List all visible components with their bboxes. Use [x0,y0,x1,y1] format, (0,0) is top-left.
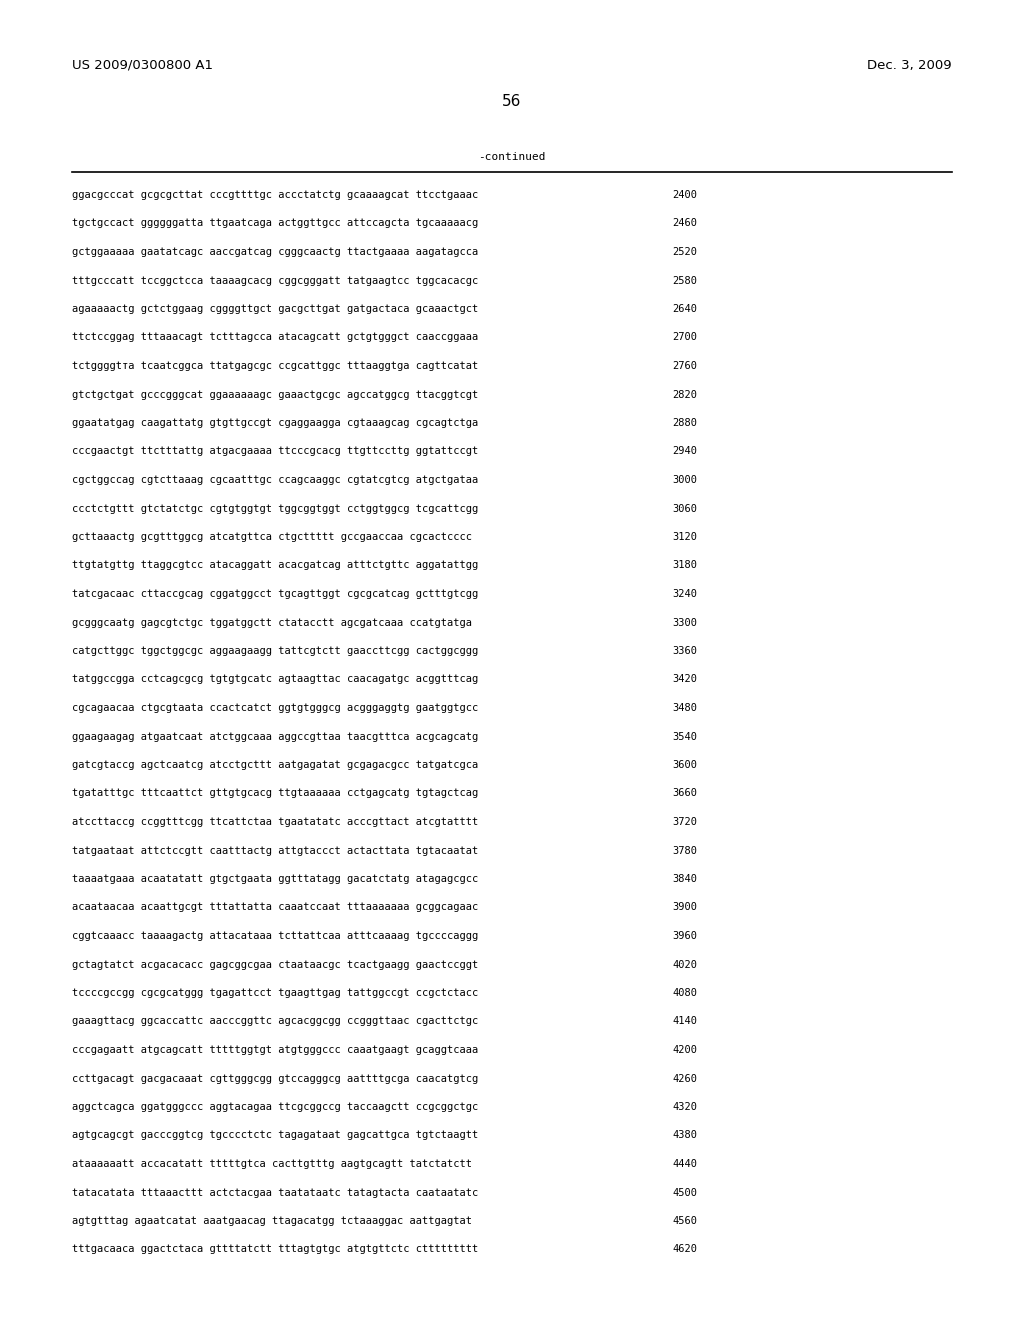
Text: tatacatata tttaaacttt actctacgaa taatataatc tatagtacta caataatatc: tatacatata tttaaacttt actctacgaa taatata… [72,1188,478,1197]
Text: 2400: 2400 [672,190,697,201]
Text: gctagtatct acgacacacc gagcggcgaa ctaataacgc tcactgaagg gaactccggt: gctagtatct acgacacacc gagcggcgaa ctaataa… [72,960,478,969]
Text: ccttgacagt gacgacaaat cgttgggcgg gtccagggcg aattttgcga caacatgtcg: ccttgacagt gacgacaaat cgttgggcgg gtccagg… [72,1073,478,1084]
Text: ataaaaaatt accacatatt tttttgtca cacttgtttg aagtgcagtt tatctatctt: ataaaaaatt accacatatt tttttgtca cacttgtt… [72,1159,472,1170]
Text: tgctgccact ggggggatta ttgaatcaga actggttgcc attccagcta tgcaaaaacg: tgctgccact ggggggatta ttgaatcaga actggtt… [72,219,478,228]
Text: gatcgtaccg agctcaatcg atcctgcttt aatgagatat gcgagacgcc tatgatcgca: gatcgtaccg agctcaatcg atcctgcttt aatgaga… [72,760,478,770]
Text: 3480: 3480 [672,704,697,713]
Text: tttgacaaca ggactctaca gttttatctt tttagtgtgc atgtgttctc cttttttttt: tttgacaaca ggactctaca gttttatctt tttagtg… [72,1245,478,1254]
Text: tttgcccatt tccggctcca taaaagcacg cggcgggatt tatgaagtcc tggcacacgc: tttgcccatt tccggctcca taaaagcacg cggcggg… [72,276,478,285]
Text: 4020: 4020 [672,960,697,969]
Text: 4380: 4380 [672,1130,697,1140]
Text: 2820: 2820 [672,389,697,400]
Text: cccgaactgt ttctttattg atgacgaaaa ttcccgcacg ttgttccttg ggtattccgt: cccgaactgt ttctttattg atgacgaaaa ttcccgc… [72,446,478,457]
Text: tatggccgga cctcagcgcg tgtgtgcatc agtaagttac caacagatgc acggtttcag: tatggccgga cctcagcgcg tgtgtgcatc agtaagt… [72,675,478,685]
Text: 4500: 4500 [672,1188,697,1197]
Text: ggacgcccat gcgcgcttat cccgttttgc accctatctg gcaaaagcat ttcctgaaac: ggacgcccat gcgcgcttat cccgttttgc accctat… [72,190,478,201]
Text: 3660: 3660 [672,788,697,799]
Text: ccctctgttt gtctatctgc cgtgtggtgt tggcggtggt cctggtggcg tcgcattcgg: ccctctgttt gtctatctgc cgtgtggtgt tggcggt… [72,503,478,513]
Text: -continued: -continued [478,152,546,162]
Text: 2640: 2640 [672,304,697,314]
Text: 56: 56 [503,95,521,110]
Text: 2700: 2700 [672,333,697,342]
Text: 3060: 3060 [672,503,697,513]
Text: tgatatttgc tttcaattct gttgtgcacg ttgtaaaaaa cctgagcatg tgtagctcag: tgatatttgc tttcaattct gttgtgcacg ttgtaaa… [72,788,478,799]
Text: 3420: 3420 [672,675,697,685]
Text: 4200: 4200 [672,1045,697,1055]
Text: gcttaaactg gcgtttggcg atcatgttca ctgcttttt gccgaaccaa cgcactcccc: gcttaaactg gcgtttggcg atcatgttca ctgcttt… [72,532,472,543]
Text: agaaaaactg gctctggaag cggggttgct gacgcttgat gatgactaca gcaaactgct: agaaaaactg gctctggaag cggggttgct gacgctt… [72,304,478,314]
Text: cggtcaaacc taaaagactg attacataaa tcttattcaa atttcaaaag tgccccaggg: cggtcaaacc taaaagactg attacataaa tcttatt… [72,931,478,941]
Text: 3780: 3780 [672,846,697,855]
Text: 2940: 2940 [672,446,697,457]
Text: 2460: 2460 [672,219,697,228]
Text: ttgtatgttg ttaggcgtcc atacaggatt acacgatcag atttctgttc aggatattgg: ttgtatgttg ttaggcgtcc atacaggatt acacgat… [72,561,478,570]
Text: cccgagaatt atgcagcatt tttttggtgt atgtgggccc caaatgaagt gcaggtcaaa: cccgagaatt atgcagcatt tttttggtgt atgtggg… [72,1045,478,1055]
Text: 3600: 3600 [672,760,697,770]
Text: 3360: 3360 [672,645,697,656]
Text: 3240: 3240 [672,589,697,599]
Text: gtctgctgat gcccgggcat ggaaaaaagc gaaactgcgc agccatggcg ttacggtcgt: gtctgctgat gcccgggcat ggaaaaaagc gaaactg… [72,389,478,400]
Text: tctggggtта tcaatcggca ttatgagcgc ccgcattggc tttaaggtga cagttcatat: tctggggtта tcaatcggca ttatgagcgc ccgcatt… [72,360,478,371]
Text: gcgggcaatg gagcgtctgc tggatggctt ctatacctt agcgatcaaa ccatgtatga: gcgggcaatg gagcgtctgc tggatggctt ctatacc… [72,618,472,627]
Text: gctggaaaaa gaatatcagc aaccgatcag cgggcaactg ttactgaaaa aagatagcca: gctggaaaaa gaatatcagc aaccgatcag cgggcaa… [72,247,478,257]
Text: 3900: 3900 [672,903,697,912]
Text: acaataacaa acaattgcgt tttattatta caaatccaat tttaaaaaaa gcggcagaac: acaataacaa acaattgcgt tttattatta caaatcc… [72,903,478,912]
Text: atccttaccg ccggtttcgg ttcattctaa tgaatatatc acccgttact atcgtatttt: atccttaccg ccggtttcgg ttcattctaa tgaatat… [72,817,478,828]
Text: US 2009/0300800 A1: US 2009/0300800 A1 [72,58,213,71]
Text: gaaagttacg ggcaccattc aacccggttc agcacggcgg ccgggttaac cgacttctgc: gaaagttacg ggcaccattc aacccggttc agcacgg… [72,1016,478,1027]
Text: ggaagaagag atgaatcaat atctggcaaa aggccgttaa taacgtttca acgcagcatg: ggaagaagag atgaatcaat atctggcaaa aggccgt… [72,731,478,742]
Text: 3300: 3300 [672,618,697,627]
Text: agtgtttag agaatcatat aaatgaacag ttagacatgg tctaaaggac aattgagtat: agtgtttag agaatcatat aaatgaacag ttagacat… [72,1216,472,1226]
Text: 4260: 4260 [672,1073,697,1084]
Text: 3540: 3540 [672,731,697,742]
Text: ttctccggag tttaaacagt tctttagcca atacagcatt gctgtgggct caaccggaaa: ttctccggag tttaaacagt tctttagcca atacagc… [72,333,478,342]
Text: ggaatatgag caagattatg gtgttgccgt cgaggaagga cgtaaagcag cgcagtctga: ggaatatgag caagattatg gtgttgccgt cgaggaa… [72,418,478,428]
Text: aggctcagca ggatgggccc aggtacagaa ttcgcggccg taccaagctt ccgcggctgc: aggctcagca ggatgggccc aggtacagaa ttcgcgg… [72,1102,478,1111]
Text: cgcagaacaa ctgcgtaata ccactcatct ggtgtgggcg acgggaggtg gaatggtgcc: cgcagaacaa ctgcgtaata ccactcatct ggtgtgg… [72,704,478,713]
Text: 4080: 4080 [672,987,697,998]
Text: catgcttggc tggctggcgc aggaagaagg tattcgtctt gaaccttcgg cactggcggg: catgcttggc tggctggcgc aggaagaagg tattcgt… [72,645,478,656]
Text: 2760: 2760 [672,360,697,371]
Text: 4620: 4620 [672,1245,697,1254]
Text: 3840: 3840 [672,874,697,884]
Text: 3120: 3120 [672,532,697,543]
Text: 3000: 3000 [672,475,697,484]
Text: 4140: 4140 [672,1016,697,1027]
Text: 4560: 4560 [672,1216,697,1226]
Text: 3960: 3960 [672,931,697,941]
Text: tatcgacaac cttaccgcag cggatggcct tgcagttggt cgcgcatcag gctttgtcgg: tatcgacaac cttaccgcag cggatggcct tgcagtt… [72,589,478,599]
Text: 3720: 3720 [672,817,697,828]
Text: cgctggccag cgtcttaaag cgcaatttgc ccagcaaggc cgtatcgtcg atgctgataa: cgctggccag cgtcttaaag cgcaatttgc ccagcaa… [72,475,478,484]
Text: taaaatgaaa acaatatatt gtgctgaata ggtttatagg gacatctatg atagagcgcc: taaaatgaaa acaatatatt gtgctgaata ggtttat… [72,874,478,884]
Text: 4320: 4320 [672,1102,697,1111]
Text: 2520: 2520 [672,247,697,257]
Text: tccccgccgg cgcgcatggg tgagattcct tgaagttgag tattggccgt ccgctctacc: tccccgccgg cgcgcatggg tgagattcct tgaagtt… [72,987,478,998]
Text: Dec. 3, 2009: Dec. 3, 2009 [867,58,952,71]
Text: tatgaataat attctccgtt caatttactg attgtaccct actacttata tgtacaatat: tatgaataat attctccgtt caatttactg attgtac… [72,846,478,855]
Text: agtgcagcgt gacccggtcg tgcccctctc tagagataat gagcattgca tgtctaagtt: agtgcagcgt gacccggtcg tgcccctctc tagagat… [72,1130,478,1140]
Text: 2580: 2580 [672,276,697,285]
Text: 2880: 2880 [672,418,697,428]
Text: 3180: 3180 [672,561,697,570]
Text: 4440: 4440 [672,1159,697,1170]
